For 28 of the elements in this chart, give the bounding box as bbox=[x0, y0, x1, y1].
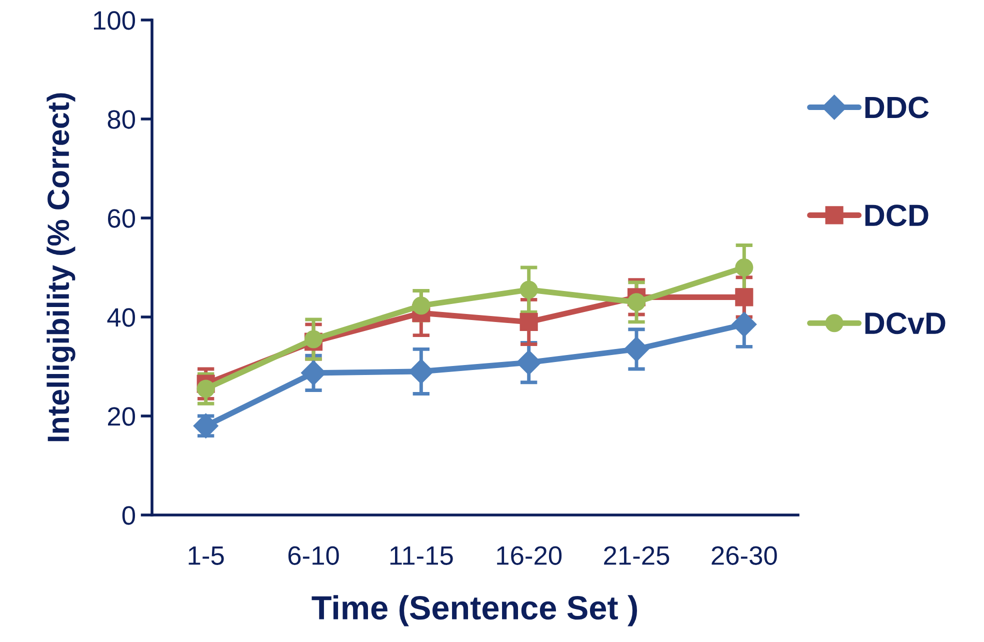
y-tick-label: 80 bbox=[108, 110, 135, 129]
legend-label: DCvD bbox=[865, 312, 946, 334]
x-tick-label: 6-10 bbox=[288, 546, 339, 565]
x-tick-label: 11-15 bbox=[390, 546, 453, 565]
point bbox=[412, 296, 430, 315]
y-tick-label: 60 bbox=[108, 209, 135, 228]
point bbox=[196, 380, 215, 398]
x-axis-title: Time (Sentence Set ) bbox=[312, 595, 637, 626]
x-tick-label: 26-30 bbox=[712, 546, 777, 565]
y-tick-label: 40 bbox=[107, 308, 135, 327]
point bbox=[520, 280, 538, 299]
point bbox=[627, 293, 646, 312]
point bbox=[520, 312, 538, 331]
point bbox=[731, 312, 757, 338]
point bbox=[735, 258, 754, 277]
y-tick-label: 20 bbox=[108, 407, 135, 426]
y-tick-label: 0 bbox=[122, 506, 135, 525]
point bbox=[624, 336, 650, 362]
x-tick-label: 16-20 bbox=[497, 546, 562, 565]
point bbox=[193, 413, 219, 439]
x-tick-label: 1-5 bbox=[188, 546, 224, 565]
legend-label: DDC bbox=[865, 96, 929, 118]
point bbox=[516, 350, 542, 376]
point bbox=[735, 288, 754, 306]
y-axis-title: Intelligibility (% Correct) bbox=[46, 93, 76, 442]
x-tick-label: 21-25 bbox=[604, 546, 670, 565]
legend-label: DCD bbox=[865, 204, 928, 226]
y-tick-label: 100 bbox=[94, 11, 135, 30]
